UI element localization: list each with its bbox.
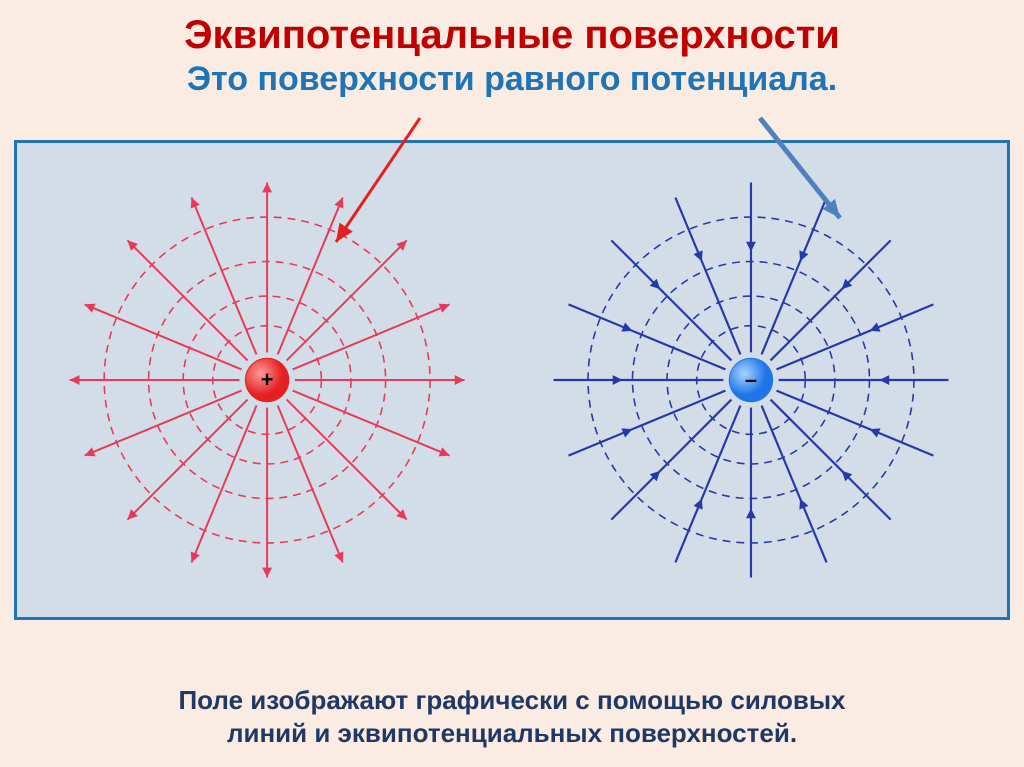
caption-line1: Поле изображают графически с помощью сил… [178, 685, 845, 715]
page-title: Эквипотенцальные поверхности [0, 0, 1024, 56]
negative-charge-field: – [553, 183, 948, 578]
subtitle: Это поверхности равного потенциала. [0, 62, 1024, 98]
caption: Поле изображают графически с помощью сил… [0, 684, 1024, 749]
diagram-frame: + – [14, 140, 1010, 620]
caption-line2: линий и эквипотенциальных поверхностей. [227, 718, 797, 748]
slide: Эквипотенцальные поверхности Это поверхн… [0, 0, 1024, 767]
field-diagram: + – [17, 143, 1007, 617]
svg-text:+: + [261, 367, 274, 392]
svg-text:–: – [745, 367, 757, 392]
positive-charge-field: + [70, 183, 465, 578]
